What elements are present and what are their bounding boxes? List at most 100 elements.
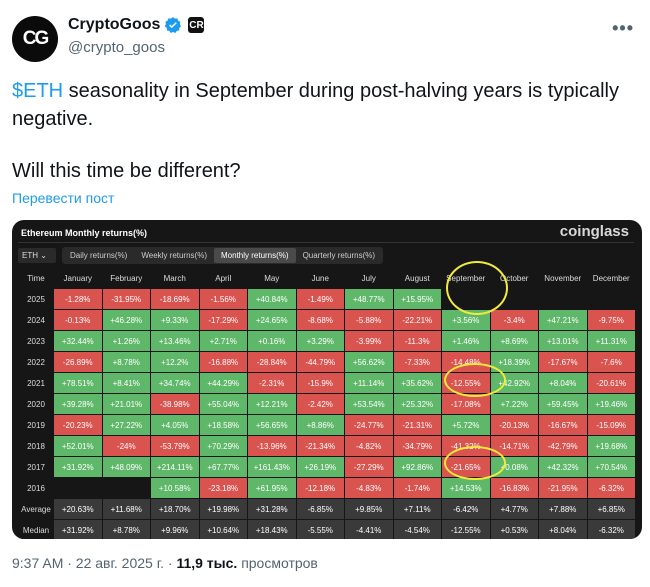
return-cell: +92.86%: [393, 457, 441, 477]
return-cell: +34.74%: [151, 373, 199, 393]
return-cell: +52.01%: [54, 436, 102, 456]
return-cell: -1.28%: [54, 289, 102, 309]
row-label: 2025: [19, 289, 53, 309]
return-cell: +214.11%: [151, 457, 199, 477]
return-cell: -3.99%: [345, 331, 393, 351]
return-cell: +55.04%: [199, 394, 247, 414]
column-header-december: December: [587, 268, 635, 288]
return-cell: +67.77%: [199, 457, 247, 477]
return-cell: +25.32%: [393, 394, 441, 414]
return-cell: +7.11%: [393, 499, 441, 519]
table-row: 2019 -20.23% +27.22% +4.05% +18.58% +56.65% +8…: [19, 415, 635, 435]
returns-tabs: Daily returns(%) Weekly returns(%) Month…: [62, 247, 384, 264]
return-cell: -38.98%: [151, 394, 199, 414]
return-cell: [54, 478, 102, 498]
tab-daily-returns: Daily returns(%): [70, 251, 128, 260]
return-cell: +78.51%: [54, 373, 102, 393]
avatar[interactable]: CG: [12, 16, 58, 62]
return-cell: +3.29%: [296, 331, 344, 351]
translate-post-link[interactable]: Перевести пост: [12, 190, 115, 206]
return-cell: -15.09%: [587, 415, 635, 435]
row-label: 2020: [19, 394, 53, 414]
row-label: Median: [19, 520, 53, 539]
row-label: 2017: [19, 457, 53, 477]
return-cell: +2.71%: [199, 331, 247, 351]
return-cell: +4.05%: [151, 415, 199, 435]
coinglass-logo: coinglass: [559, 223, 629, 240]
return-cell: -24.77%: [345, 415, 393, 435]
views-count: 11,9 тыс.: [176, 555, 238, 571]
verified-badge-icon: [165, 17, 182, 33]
table-row: Average +20.63% +11.68% +18.70% +19.98% +31.2…: [19, 499, 635, 519]
return-cell: -17.08%: [442, 394, 490, 414]
return-cell: +18.70%: [151, 499, 199, 519]
return-cell: -8.68%: [296, 310, 344, 330]
author-handle[interactable]: @crypto_goos: [68, 39, 165, 56]
row-label: 2023: [19, 331, 53, 351]
return-cell: -9.75%: [587, 310, 635, 330]
return-cell: -14.71%: [490, 436, 538, 456]
return-cell: +13.01%: [539, 331, 587, 351]
return-cell: +31.28%: [248, 499, 296, 519]
return-cell: +9.85%: [345, 499, 393, 519]
cashtag-link[interactable]: $ETH: [12, 80, 64, 102]
row-label: 2021: [19, 373, 53, 393]
return-cell: -2.42%: [296, 394, 344, 414]
tab-monthly-returns: Monthly returns(%): [214, 248, 296, 263]
return-cell: -13.96%: [248, 436, 296, 456]
annotation-circle-september: [446, 261, 508, 315]
return-cell: [102, 478, 150, 498]
more-options-icon[interactable]: •••: [612, 18, 634, 38]
return-cell: +3.56%: [442, 310, 490, 330]
return-cell: -16.88%: [199, 352, 247, 372]
return-cell: -6.32%: [587, 520, 635, 539]
return-cell: -44.79%: [296, 352, 344, 372]
tweet-text-line1: $ETH seasonality in September during pos…: [12, 77, 632, 133]
column-header-march: March: [151, 268, 199, 288]
return-cell: -12.18%: [296, 478, 344, 498]
return-cell: -24%: [102, 436, 150, 456]
return-cell: +5.72%: [442, 415, 490, 435]
table-row: 2022 -26.89% +8.78% +12.2% -16.88% -28.84% -44…: [19, 352, 635, 372]
return-cell: -21.34%: [296, 436, 344, 456]
tweet-header: CG CryptoGoos CR @crypto_goos •••: [12, 12, 638, 66]
return-cell: -27.29%: [345, 457, 393, 477]
return-cell: +32.44%: [54, 331, 102, 351]
return-cell: +10.64%: [199, 520, 247, 539]
return-cell: -16.83%: [490, 478, 538, 498]
return-cell: +40.84%: [248, 289, 296, 309]
return-cell: +8.41%: [102, 373, 150, 393]
return-cell: +19.46%: [587, 394, 635, 414]
affiliate-badge-icon[interactable]: CR: [188, 17, 205, 33]
return-cell: -21.95%: [539, 478, 587, 498]
return-cell: +44.29%: [199, 373, 247, 393]
return-cell: -17.67%: [539, 352, 587, 372]
table-row: 2023 +32.44% +1.26% +13.46% +2.71% +0.16% +3.2…: [19, 331, 635, 351]
return-cell: +7.22%: [490, 394, 538, 414]
return-cell: +8.69%: [490, 331, 538, 351]
return-cell: +59.45%: [539, 394, 587, 414]
timestamp[interactable]: 9:37 AM · 22 авг. 2025 г. ·: [12, 555, 173, 571]
return-cell: -4.41%: [345, 520, 393, 539]
author-display-name[interactable]: CryptoGoos: [68, 16, 161, 33]
return-cell: -0.13%: [54, 310, 102, 330]
return-cell: +11.31%: [587, 331, 635, 351]
return-cell: +31.92%: [54, 457, 102, 477]
return-cell: +24.65%: [248, 310, 296, 330]
row-label: 2024: [19, 310, 53, 330]
return-cell: +8.78%: [102, 520, 150, 539]
return-cell: +9.96%: [151, 520, 199, 539]
row-label: Average: [19, 499, 53, 519]
return-cell: +8.78%: [102, 352, 150, 372]
table-row: 2025 -1.28% -31.95% -18.69% -1.56% +40.84% -1.…: [19, 289, 635, 309]
chart-image-card[interactable]: Ethereum Monthly returns(%) coinglass ET…: [12, 220, 642, 539]
return-cell: -1.74%: [393, 478, 441, 498]
return-cell: -53.79%: [151, 436, 199, 456]
return-cell: +0.53%: [490, 520, 538, 539]
column-header-time: Time: [19, 268, 53, 288]
tweet-meta: 9:37 AM · 22 авг. 2025 г. · 11,9 тыс. пр…: [12, 555, 318, 571]
table-row: 2018 +52.01% -24% -53.79% +70.29% -13.96% -21.…: [19, 436, 635, 456]
return-cell: +12.21%: [248, 394, 296, 414]
return-cell: +9.33%: [151, 310, 199, 330]
author-name-row: CryptoGoos CR: [68, 16, 205, 34]
